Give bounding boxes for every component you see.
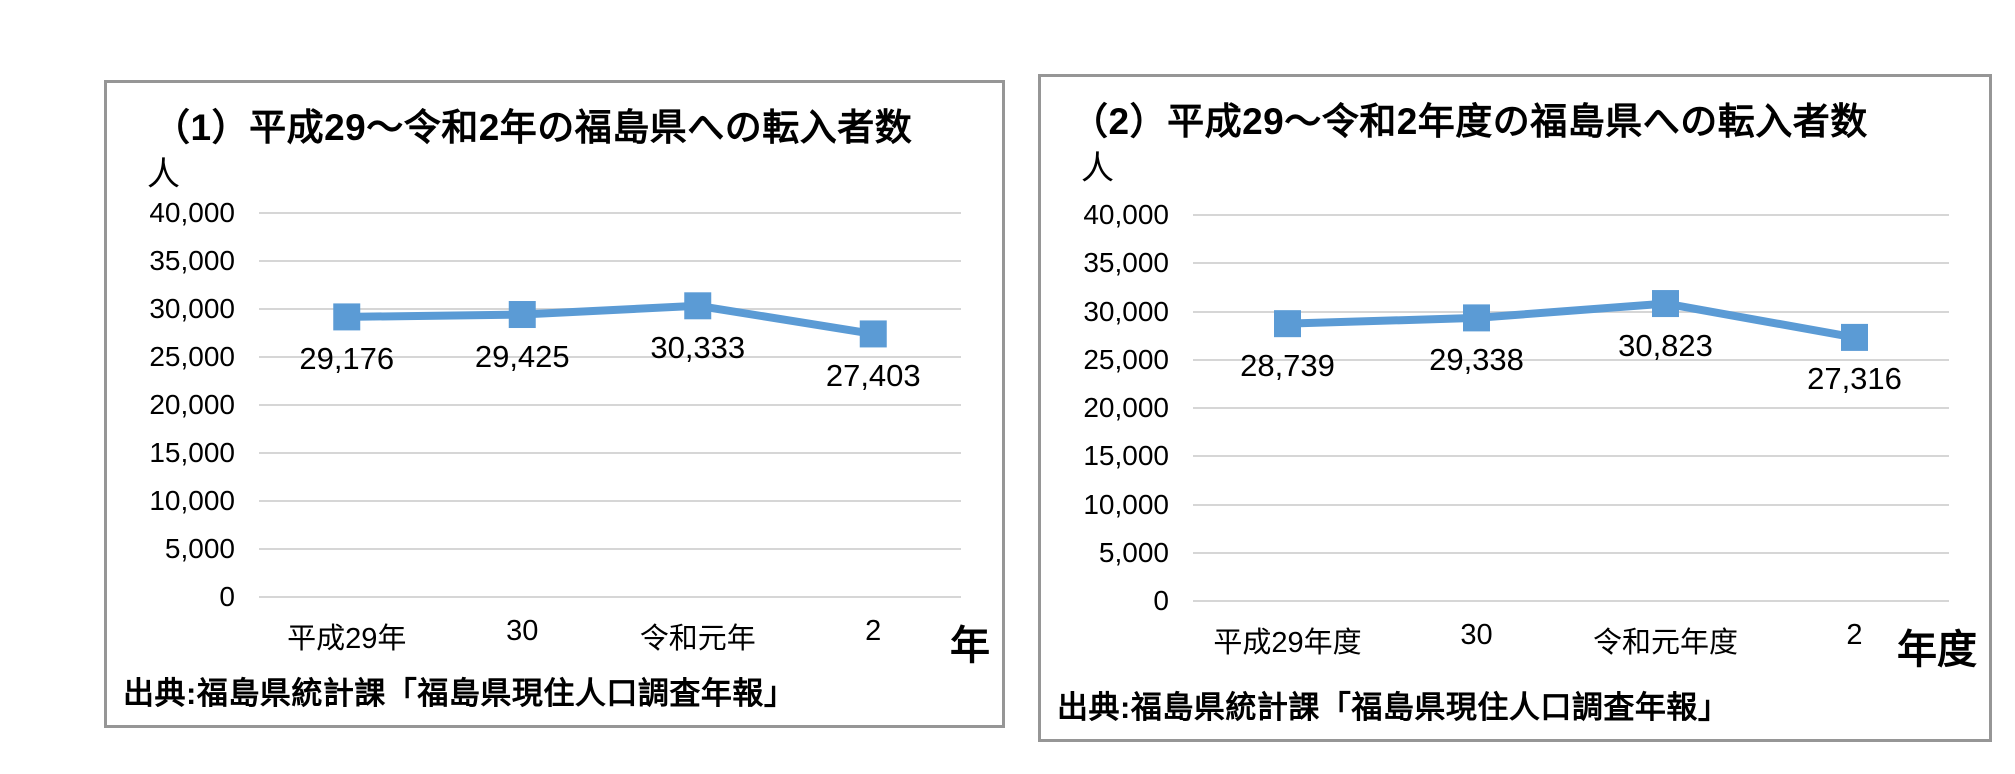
y-tick-label: 0: [219, 581, 235, 612]
gridline: [259, 548, 961, 550]
data-point-marker: [333, 303, 361, 331]
data-label: 29,425: [474, 338, 570, 374]
gridline: [1193, 262, 1949, 265]
x-category-label: 2: [1846, 619, 1863, 651]
data-point-marker: [859, 320, 887, 348]
series-line: [333, 292, 887, 348]
y-tick-label: 40,000: [1083, 199, 1169, 230]
y-axis-unit-label: 人: [147, 155, 180, 192]
plot-area: 28,739 29,338 30,823 27,316: [1193, 214, 1949, 602]
gridline: [259, 404, 961, 406]
x-category-label: 2: [865, 615, 882, 647]
data-label: 29,338: [1429, 341, 1524, 377]
gridline: [259, 500, 961, 502]
gridline: [1193, 551, 1949, 554]
y-tick-label: 20,000: [1083, 392, 1169, 423]
chart-panel-left: （1）平成29～令和2年の福島県への転入者数 人 40,000 35,000 30,…: [104, 80, 1005, 728]
gridline: [259, 356, 961, 358]
source-note: 出典:福島県統計課「福島県現住人口調査年報」: [123, 676, 796, 711]
gridline: [259, 260, 961, 262]
y-tick-label: 15,000: [149, 437, 235, 468]
y-tick-label: 10,000: [1083, 488, 1169, 520]
y-axis-labels: 40,000 35,000 30,000 25,000 20,000 15,000 10,0…: [1041, 199, 1181, 616]
data-point-marker: [508, 301, 536, 329]
y-tick-label: 30,000: [149, 293, 235, 324]
y-tick-label: 35,000: [149, 245, 235, 276]
chart-title: （1）平成29～令和2年の福島県への転入者数: [153, 107, 913, 148]
x-axis-unit-label: 年: [950, 624, 990, 668]
chart-panel-right: （2）平成29～令和2年度の福島県への転入者数 人 40,000 35,000 30…: [1038, 74, 1992, 742]
y-tick-label: 30,000: [1083, 295, 1169, 327]
data-label: 27,403: [825, 357, 921, 393]
x-category-label: 令和元年: [639, 623, 756, 655]
y-tick-label: 25,000: [1083, 343, 1169, 375]
gridline: [259, 596, 961, 598]
y-axis-unit-label: 人: [1081, 149, 1114, 186]
y-tick-label: 35,000: [1083, 247, 1169, 279]
gridline: [1193, 600, 1949, 602]
gridline: [1193, 214, 1949, 216]
x-axis-labels: 平成29年 30 令和元年 2: [259, 615, 961, 655]
data-label: 29,176: [299, 340, 395, 376]
x-category-label: 30: [1460, 619, 1493, 651]
chart-title: （2）平成29～令和2年度の福島県への転入者数: [1071, 101, 1868, 142]
gridline: [1193, 407, 1949, 409]
data-label: 28,739: [1240, 347, 1335, 383]
data-label: 30,333: [650, 329, 746, 365]
x-axis-unit-label: 年度: [1897, 628, 1977, 672]
data-label: 27,316: [1807, 361, 1902, 397]
data-point-marker: [1463, 304, 1490, 332]
gridline: [1193, 455, 1949, 458]
y-axis-labels: 40,000 35,000 30,000 25,000 20,000 15,000 10,0…: [107, 197, 247, 612]
source-note: 出典:福島県統計課「福島県現住人口調査年報」: [1057, 690, 1730, 725]
x-axis-labels: 平成29年度 30 令和元年度 2: [1193, 619, 1949, 659]
gridline: [259, 452, 961, 454]
x-category-label: 30: [506, 615, 539, 647]
y-tick-label: 5,000: [164, 533, 235, 564]
gridline: [1193, 358, 1949, 361]
gridline: [259, 212, 961, 214]
y-tick-label: 20,000: [149, 389, 235, 420]
data-point-marker: [1274, 310, 1301, 338]
gridline: [1193, 503, 1949, 506]
x-category-label: 平成29年: [287, 623, 407, 655]
data-point-marker: [1841, 323, 1868, 351]
data-point-marker: [1652, 290, 1679, 318]
y-tick-label: 40,000: [149, 197, 235, 228]
data-point-marker: [684, 292, 712, 320]
y-tick-label: 10,000: [149, 485, 235, 516]
x-category-label: 平成29年度: [1213, 627, 1362, 659]
data-label: 30,823: [1618, 327, 1713, 363]
series-line: [1274, 290, 1868, 351]
y-tick-label: 5,000: [1098, 536, 1169, 568]
y-tick-label: 25,000: [149, 341, 235, 372]
y-tick-label: 0: [1153, 585, 1169, 616]
plot-area: 29,176 29,425 30,333 27,403: [259, 212, 961, 598]
y-tick-label: 15,000: [1083, 440, 1169, 472]
x-category-label: 令和元年度: [1592, 627, 1739, 659]
